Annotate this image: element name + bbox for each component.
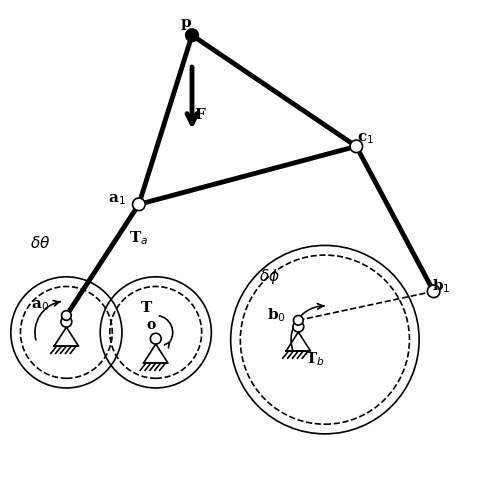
Text: F: F	[194, 108, 204, 122]
Circle shape	[350, 140, 362, 153]
Circle shape	[150, 333, 161, 344]
Circle shape	[61, 316, 72, 327]
Text: c$_1$: c$_1$	[358, 132, 374, 146]
Circle shape	[132, 198, 145, 210]
Text: a$_0$: a$_0$	[30, 298, 49, 313]
Text: b$_0$: b$_0$	[267, 307, 286, 324]
Text: T: T	[140, 301, 151, 315]
Circle shape	[186, 29, 198, 41]
Circle shape	[293, 321, 304, 332]
Text: o: o	[146, 318, 156, 332]
Text: T$_a$: T$_a$	[129, 229, 148, 247]
Circle shape	[62, 311, 71, 320]
Text: $\delta\theta$: $\delta\theta$	[30, 235, 50, 251]
Text: a$_1$: a$_1$	[108, 192, 126, 207]
Text: $\delta\phi$: $\delta\phi$	[259, 267, 280, 286]
Circle shape	[428, 285, 440, 297]
Text: b$_1$: b$_1$	[432, 278, 450, 295]
Circle shape	[294, 315, 303, 325]
Text: p: p	[181, 16, 192, 30]
Text: T$_b$: T$_b$	[306, 350, 325, 368]
